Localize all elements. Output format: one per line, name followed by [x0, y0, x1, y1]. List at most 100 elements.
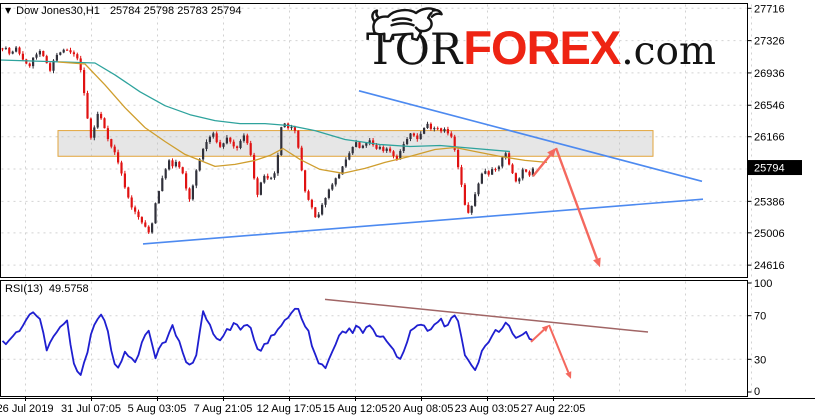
ohlc-values: 25784 25798 25783 25794: [109, 5, 242, 17]
candle-body: [290, 127, 293, 129]
candle-body: [501, 157, 504, 167]
candle-body: [508, 153, 511, 165]
time-axis-scale[interactable]: [0, 399, 747, 419]
candle-body: [181, 167, 184, 174]
rsi-pullback-up-head: [541, 324, 549, 333]
candle-body: [225, 137, 228, 144]
candle-body: [52, 60, 55, 71]
candle-body: [32, 57, 35, 67]
candle-body: [38, 50, 41, 55]
ma-slow-teal: [0, 59, 511, 153]
candle-body: [106, 128, 109, 140]
candle-body: [412, 133, 415, 136]
candle-body: [528, 171, 531, 176]
candle-body: [154, 203, 157, 224]
rsi-forecast-down-head: [565, 371, 572, 379]
rsi-plot-border: [0, 280, 748, 397]
candle-body: [123, 173, 126, 188]
candle-body: [18, 47, 21, 54]
vertical-gridlines: [25, 4, 752, 396]
date-tick-label: 7 Aug 21:05: [194, 403, 253, 415]
candle-body: [453, 136, 456, 150]
candle-body: [477, 183, 480, 195]
candle-body: [222, 143, 225, 147]
rsi-pullback-up: [530, 324, 549, 343]
candle-body: [293, 127, 296, 131]
candle-body: [457, 149, 460, 168]
torforex-logo: TOR FOREX .com: [366, 7, 716, 86]
candle-body: [531, 168, 534, 176]
rsi-tick-label: 100: [754, 278, 772, 290]
rsi-forecast-down: [548, 324, 572, 379]
candle-body: [487, 171, 490, 175]
candle-body: [147, 226, 150, 233]
candle-body: [484, 171, 487, 174]
price-gridlines: [1, 7, 747, 360]
candle-body: [263, 175, 266, 183]
candle-body: [127, 187, 130, 198]
pullback-up-shaft: [532, 154, 552, 177]
date-tick-label: 23 Aug 03:05: [455, 403, 520, 415]
candle-body: [232, 141, 235, 147]
candle-body: [307, 191, 310, 200]
candle-body: [144, 222, 147, 227]
candle-body: [208, 136, 211, 143]
forecast-down-shaft: [554, 147, 599, 260]
candle-body: [429, 123, 432, 129]
candle-body: [202, 148, 205, 160]
logo-text-com: .com: [621, 29, 716, 74]
price-axis-scale[interactable]: [748, 4, 815, 397]
ma-fast-orange: [57, 61, 548, 174]
candle-body: [304, 170, 307, 192]
candle-body: [35, 54, 38, 58]
price-tick-label: 26166: [754, 132, 785, 144]
candle-body: [416, 135, 419, 140]
logo-text-forex: FOREX: [463, 21, 621, 74]
date-tick-label: 31 Jul 07:05: [61, 403, 121, 415]
candle-body: [69, 50, 72, 53]
symbol-dropdown-icon[interactable]: ▼: [5, 6, 12, 15]
price-tick-label: 26936: [754, 68, 785, 80]
trendline-descending-resistance: [358, 90, 703, 183]
candle-body: [280, 127, 283, 156]
candle-body: [440, 128, 443, 132]
candle-body: [314, 207, 317, 218]
candle-body: [480, 173, 483, 184]
bull-icon: [371, 7, 443, 43]
candle-body: [174, 161, 177, 167]
candle-body: [55, 54, 58, 61]
candle-body: [171, 160, 174, 167]
candle-body: [504, 153, 507, 158]
candle-body: [463, 184, 466, 205]
candle-body: [433, 128, 436, 130]
candle-body: [297, 130, 300, 148]
candle-body: [317, 214, 320, 218]
rsi-chart-area[interactable]: [1, 281, 748, 397]
candle-body: [8, 47, 11, 54]
candle-body: [402, 144, 405, 152]
pullback-up-head: [547, 147, 556, 158]
candle-body: [470, 205, 473, 213]
candle-body: [474, 194, 477, 206]
candle-body: [164, 169, 167, 179]
rsi-descending-resistance: [324, 298, 649, 333]
candle-body: [348, 153, 351, 160]
candle-body: [259, 182, 262, 195]
trendline-ascending-support: [142, 198, 704, 245]
candle-body: [21, 53, 24, 60]
date-tick-label: 20 Aug 08:05: [389, 403, 454, 415]
rsi-tick-label: 30: [754, 354, 766, 366]
current-price-badge: [748, 160, 802, 176]
candle-body: [446, 129, 449, 134]
candle-body: [372, 140, 375, 145]
symbol-name: Dow Jones30,H1: [16, 5, 100, 17]
candle-body: [157, 191, 160, 204]
candle-body: [382, 147, 385, 151]
candle-body: [62, 49, 65, 53]
candle-body: [137, 211, 140, 218]
candle-body: [460, 167, 463, 185]
rsi-indicator-label: RSI(13) 49.5758: [5, 283, 89, 295]
candle-body: [344, 159, 347, 167]
candle-body: [212, 133, 215, 137]
